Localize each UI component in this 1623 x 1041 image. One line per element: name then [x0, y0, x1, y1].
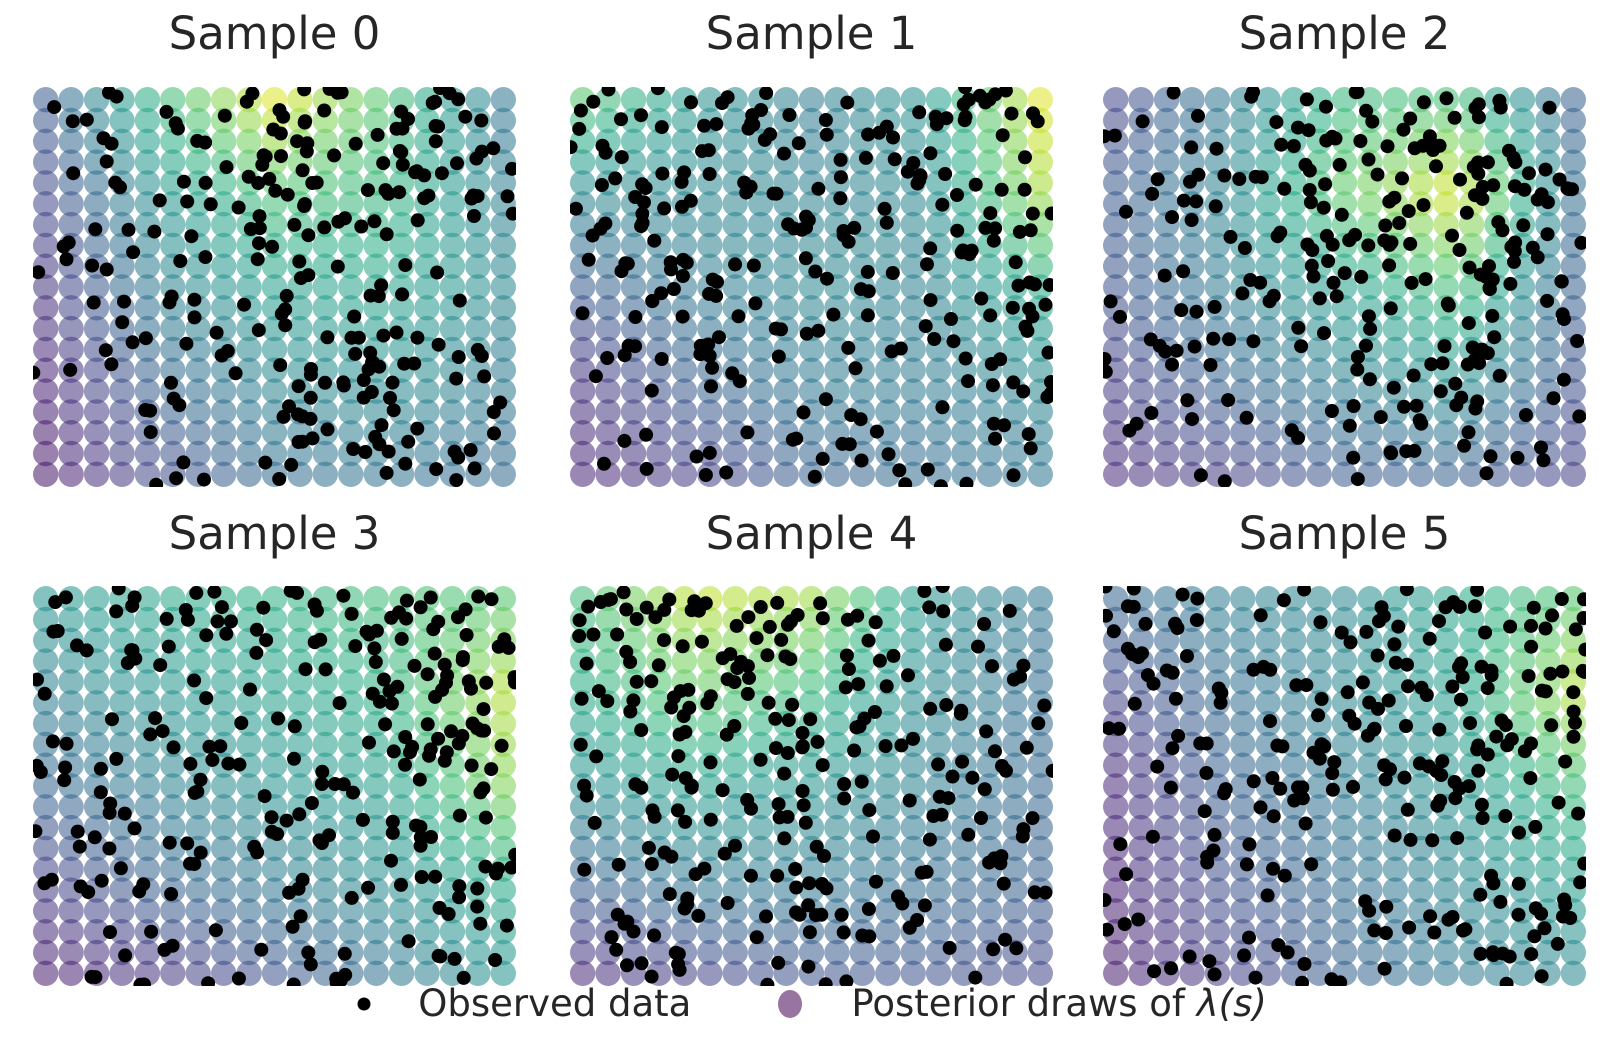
sample-4-panel — [570, 586, 1053, 986]
lambda-s-math-text: λ(s) — [1196, 982, 1267, 1025]
panel-title-sample-3: Sample 3 — [168, 507, 381, 560]
posterior-intensity-grid — [33, 586, 516, 986]
legend-entry-posterior-draws: Posterior draws of λ(s) — [775, 982, 1267, 1025]
observed-data-points — [570, 87, 1053, 487]
legend-label-posterior-draws: Posterior draws of λ(s) — [851, 982, 1267, 1025]
sample-4-plot — [570, 586, 1053, 986]
panel-title-sample-4: Sample 4 — [705, 507, 918, 560]
observed-data-points — [1103, 87, 1586, 487]
panel-title-sample-0: Sample 0 — [168, 7, 381, 60]
sample-3-plot — [33, 586, 516, 986]
sample-5-plot — [1103, 586, 1586, 986]
sample-2-plot — [1103, 87, 1586, 487]
observed-data-points — [1103, 586, 1586, 986]
sample-1-panel — [570, 87, 1053, 487]
observed-data-marker-icon — [357, 997, 371, 1010]
legend-label-observed-data: Observed data — [418, 982, 692, 1025]
posterior-intensity-grid — [570, 87, 1053, 487]
legend-entry-observed-data: Observed data — [356, 982, 691, 1025]
observed-data-points — [33, 586, 516, 986]
panel-title-sample-1: Sample 1 — [705, 7, 918, 60]
observed-data-points — [572, 586, 1053, 986]
panel-title-sample-2: Sample 2 — [1238, 7, 1451, 60]
posterior-intensity-grid — [1103, 87, 1586, 487]
posterior-draws-marker-icon — [778, 989, 803, 1018]
sample-5-panel — [1103, 586, 1586, 986]
legend: Observed data Posterior draws of λ(s) — [0, 982, 1623, 1025]
sample-0-panel — [33, 87, 516, 487]
observed-data-points — [33, 87, 516, 487]
sample-2-panel — [1103, 87, 1586, 487]
sample-3-panel — [33, 586, 516, 986]
panel-title-sample-5: Sample 5 — [1238, 507, 1451, 560]
sample-0-plot — [33, 87, 516, 487]
sample-1-plot — [570, 87, 1053, 487]
